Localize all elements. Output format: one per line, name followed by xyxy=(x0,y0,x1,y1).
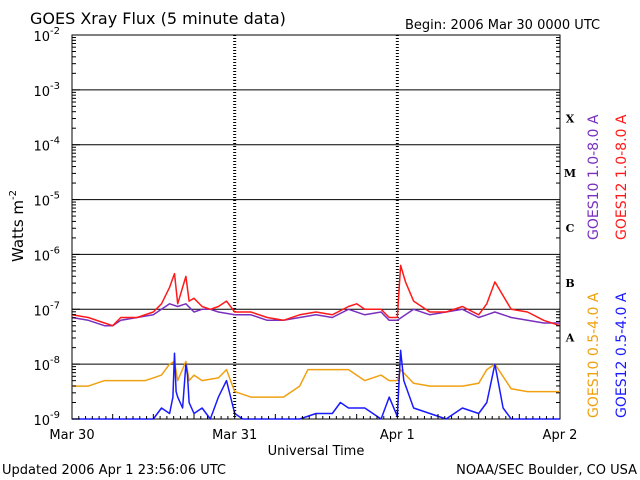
flare-class-label: C xyxy=(566,222,575,235)
series-line-3 xyxy=(72,349,560,420)
x-tick-label: Mar 30 xyxy=(49,428,94,443)
legend-goes12-short: GOES12 0.5-4.0 A xyxy=(614,292,630,418)
y-tick-exponent: -2 xyxy=(50,26,60,37)
y-tick-base: 10 xyxy=(33,359,50,374)
y-tick-label: 10-3 xyxy=(33,81,60,100)
begin-label: Begin: 2006 Mar 30 0000 UTC xyxy=(405,18,600,33)
series-line-0 xyxy=(71,303,560,327)
y-axis-label-main: Watts m xyxy=(9,200,27,262)
chart-title: GOES Xray Flux (5 minute data) xyxy=(30,9,286,28)
y-tick-base: 10 xyxy=(33,85,50,100)
credit-label: NOAA/SEC Boulder, CO USA xyxy=(456,463,637,478)
flare-class-label: M xyxy=(564,167,576,180)
x-tick-label: Apr 2 xyxy=(543,428,578,443)
x-tick-label: Apr 1 xyxy=(380,428,415,443)
y-tick-base: 10 xyxy=(33,414,50,429)
flare-class-label: B xyxy=(565,277,574,290)
x-axis-label: Universal Time xyxy=(268,444,365,459)
y-axis-label: Watts m-2 xyxy=(8,190,27,262)
y-tick-exponent: -4 xyxy=(50,136,60,147)
y-tick-label: 10-8 xyxy=(33,355,60,374)
y-tick-base: 10 xyxy=(33,249,50,264)
y-tick-base: 10 xyxy=(33,30,50,45)
y-tick-exponent: -9 xyxy=(50,410,60,421)
x-tick-label: Mar 31 xyxy=(212,428,257,443)
y-tick-exponent: -6 xyxy=(50,245,60,256)
series-line-2 xyxy=(72,360,560,398)
y-tick-label: 10-6 xyxy=(33,245,60,264)
legend-goes10-long: GOES10 1.0-8.0 A xyxy=(586,114,602,240)
y-tick-label: 10-4 xyxy=(33,136,60,155)
y-tick-label: 10-5 xyxy=(33,191,60,210)
legend-goes12-long: GOES12 1.0-8.0 A xyxy=(614,114,630,240)
y-tick-exponent: -5 xyxy=(50,191,60,202)
y-tick-label: 10-9 xyxy=(33,410,60,429)
plot-frame xyxy=(71,34,561,420)
series-line-1 xyxy=(71,264,561,327)
y-tick-exponent: -7 xyxy=(50,300,60,311)
flare-class-label: A xyxy=(565,332,575,345)
y-tick-label: 10-2 xyxy=(33,26,60,45)
y-tick-exponent: -3 xyxy=(50,81,60,92)
y-tick-label: 10-7 xyxy=(33,300,60,319)
y-tick-base: 10 xyxy=(33,195,50,210)
y-tick-base: 10 xyxy=(33,140,50,155)
grid-layer xyxy=(72,35,560,419)
y-tick-exponent: -8 xyxy=(50,355,60,366)
legend-goes10-short: GOES10 0.5-4.0 A xyxy=(586,292,602,418)
series-layer xyxy=(71,264,561,420)
y-axis-label-exponent: -2 xyxy=(8,190,19,200)
y-tick-base: 10 xyxy=(33,304,50,319)
updated-label: Updated 2006 Apr 1 23:56:06 UTC xyxy=(2,463,226,478)
flare-class-label: X xyxy=(566,112,575,125)
